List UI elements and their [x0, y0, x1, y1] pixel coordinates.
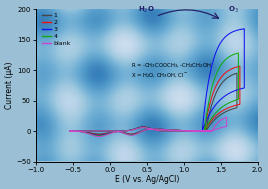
Text: O$_3$: O$_3$: [228, 5, 239, 15]
Text: H$_2$O: H$_2$O: [139, 5, 155, 15]
Text: R = -CH$_3$COOCH$_3$, -CH$_2$CH$_2$OH: R = -CH$_3$COOCH$_3$, -CH$_2$CH$_2$OH: [131, 61, 211, 70]
Text: X = H$_2$O, CH$_3$OH, Cl$^-$: X = H$_2$O, CH$_3$OH, Cl$^-$: [131, 72, 188, 80]
Y-axis label: Current (μA): Current (μA): [5, 62, 14, 109]
X-axis label: E (V vs. Ag/AgCl): E (V vs. Ag/AgCl): [115, 175, 179, 184]
Legend: 1, 2, 3, 4, blank: 1, 2, 3, 4, blank: [42, 12, 72, 47]
